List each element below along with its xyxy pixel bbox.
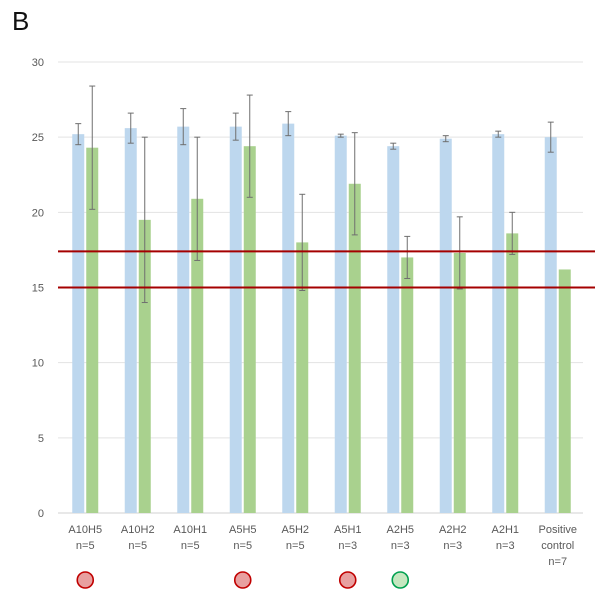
bar-series1: [387, 146, 400, 514]
bar-series2: [401, 257, 414, 513]
status-marker: [391, 571, 410, 589]
category-label: A5H2 n=5: [281, 524, 309, 552]
error-bars: [75, 85, 554, 304]
bar-series2: [191, 198, 204, 513]
category-label: A2H1 n=3: [491, 524, 519, 552]
category-label: A10H5 n=5: [68, 524, 102, 552]
bar-series1: [177, 126, 190, 513]
bar-series1: [72, 134, 85, 513]
bar-series2: [138, 219, 151, 513]
category-label: A10H1 n=5: [173, 524, 207, 552]
category-label: A5H1 n=3: [334, 524, 362, 552]
category-label: A2H2 n=3: [439, 524, 467, 552]
y-tick-label: 10: [32, 358, 44, 370]
bar-series1: [229, 126, 242, 513]
y-tick-label: 5: [38, 433, 44, 445]
y-tick-label: 0: [38, 508, 44, 520]
markers: [76, 571, 410, 589]
status-marker: [338, 571, 357, 589]
bar-series1: [439, 138, 452, 514]
bars: [72, 123, 571, 514]
bar-series1: [334, 135, 347, 513]
category-label: A2H5 n=3: [386, 524, 414, 552]
y-tick-label: 30: [32, 57, 44, 69]
bar-series2: [243, 146, 256, 514]
bar-series1: [544, 137, 557, 513]
status-marker: [233, 571, 252, 589]
category-label: A5H5 n=5: [229, 524, 257, 552]
bar-series2: [453, 252, 466, 513]
status-marker: [76, 571, 95, 589]
bar-series2: [506, 233, 519, 513]
bar-series2: [86, 147, 99, 513]
bar-series2: [348, 183, 361, 513]
category-label: Positive control n=7: [538, 524, 577, 568]
bar-series2: [296, 242, 309, 513]
reference-lines: [58, 250, 595, 289]
category-label: A10H2 n=5: [121, 524, 155, 552]
bar-series1: [124, 128, 137, 513]
bar-series1: [282, 123, 295, 514]
bar-series1: [492, 134, 505, 513]
bar-series2: [558, 269, 571, 513]
y-tick-label: 20: [32, 207, 44, 219]
y-axis: 0 5 10 15 20 25 30: [32, 57, 44, 520]
y-tick-label: 15: [32, 283, 44, 295]
x-axis: A10H5 n=5 A10H2 n=5 A10H1 n=5 A5H5 n=5 A5H2 n=5 A5…: [68, 524, 577, 568]
panel-label: B: [12, 6, 30, 36]
y-tick-label: 25: [32, 132, 44, 144]
